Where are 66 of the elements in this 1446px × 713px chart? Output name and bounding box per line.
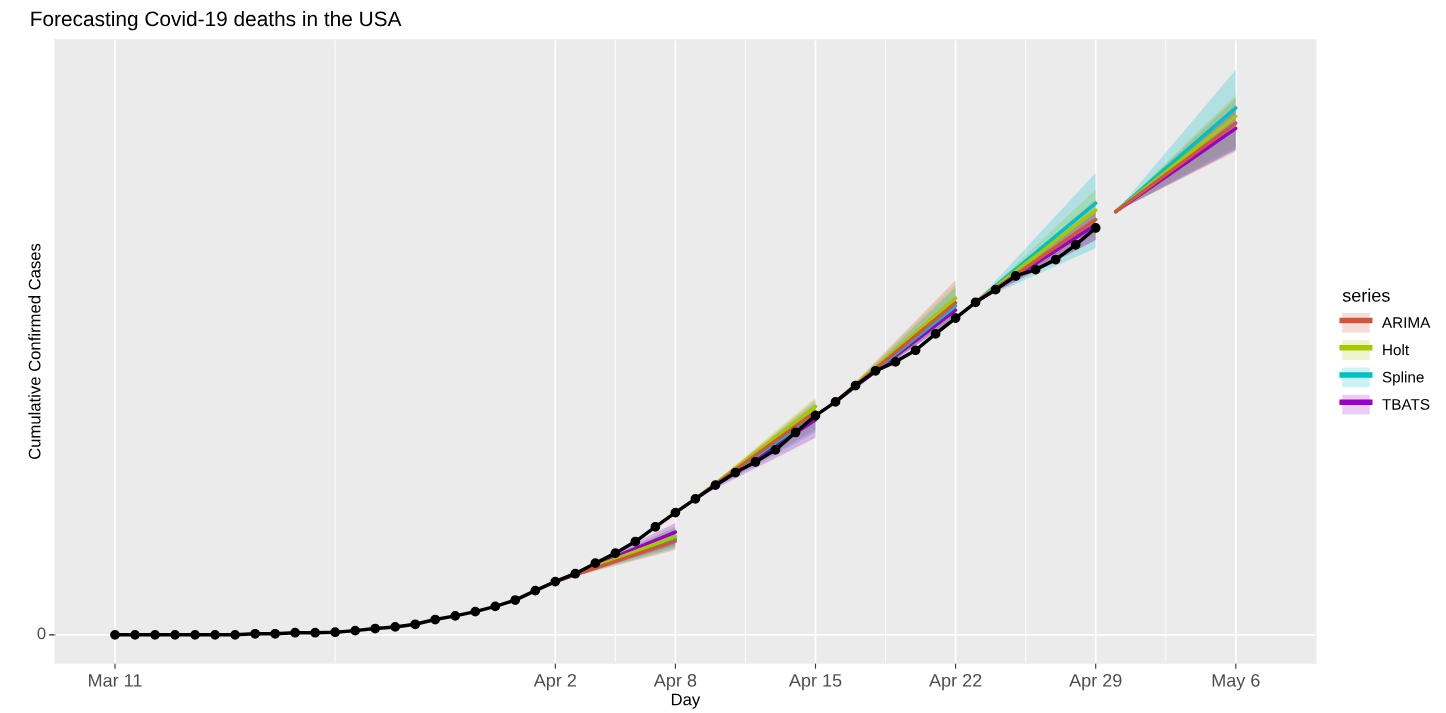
point [130,629,140,640]
chart-title: Forecasting Covid-19 deaths in the USA [31,10,402,31]
x-tick-label: May 6 [1212,673,1260,691]
point [1050,254,1061,265]
point [870,365,881,376]
point [690,494,701,504]
point [190,629,200,640]
x-tick-label: Apr 8 [653,673,697,691]
x-tick-label: Mar 11 [89,674,142,687]
x-axis-title: Day [671,693,701,709]
legend-label: ARIMA [1381,317,1431,328]
point [790,427,801,438]
point [470,606,481,617]
point [110,629,120,640]
point [610,548,621,559]
legend-label: Spline [1382,371,1424,386]
point [410,619,421,630]
point [270,628,280,639]
point [890,356,901,367]
x-tick-label: Apr 22 [929,673,982,691]
point [750,457,761,467]
point [650,521,661,532]
point [210,629,220,640]
point [530,585,541,596]
point [970,297,981,308]
x-tick-label: Apr 2 [533,673,576,691]
x-tick-label: Apr 15 [788,674,842,691]
point [550,576,561,587]
text: 0 [37,627,46,640]
point [170,629,180,640]
point [730,467,741,478]
point [630,536,641,547]
point [910,345,921,356]
point [250,628,260,639]
point [950,313,961,323]
point [230,629,240,640]
point [770,444,781,455]
point [1010,271,1021,281]
point [1090,223,1101,233]
point [510,595,521,605]
point [350,625,361,636]
point [150,629,160,640]
point [370,623,381,634]
point [850,380,861,391]
x-tick-label: Apr 29 [1069,673,1122,691]
legend-label: TBATS [1382,398,1430,410]
point [290,627,300,638]
legend-label: Holt [1383,344,1409,356]
point [930,329,941,339]
point [330,627,341,638]
point [670,507,681,518]
point [310,627,320,638]
legend-title: series [1342,288,1390,302]
y-axis-title: Cumulative Confirmed Cases [28,243,41,460]
point [570,568,581,579]
point [1070,239,1081,250]
point [490,601,501,612]
point [390,622,401,632]
point [830,397,841,407]
point [590,558,601,569]
point [710,480,721,491]
point [1030,264,1041,275]
point [810,410,821,421]
point [990,284,1001,295]
point [430,614,441,625]
point [450,611,461,621]
